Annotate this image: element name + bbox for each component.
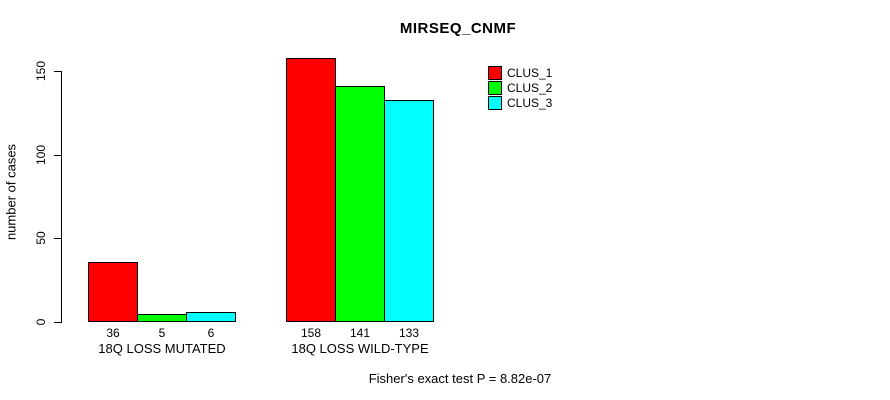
annotation-text: Fisher's exact test P = 8.82e-07 [368, 371, 552, 386]
y-tick-label: 50 [34, 231, 48, 246]
y-tick-mark [54, 322, 61, 323]
bar-clus_3-group2 [384, 100, 434, 322]
bar-value-label: 5 [158, 326, 166, 340]
legend-label-clus_1: CLUS_1 [507, 66, 553, 80]
y-tick-label: 150 [34, 61, 48, 82]
y-tick-label: 0 [34, 318, 48, 326]
bar-value-label: 36 [106, 326, 120, 340]
y-tick-label: 100 [34, 144, 48, 165]
bar-value-label: 158 [300, 326, 322, 340]
y-axis-line [61, 71, 62, 323]
category-label-2: 18Q LOSS WILD-TYPE [291, 341, 429, 356]
bar-value-label: 141 [349, 326, 371, 340]
category-label-1: 18Q LOSS MUTATED [98, 341, 226, 356]
legend-swatch-clus_1 [488, 66, 502, 80]
bar-value-label: 6 [207, 326, 215, 340]
y-tick-mark [54, 71, 61, 73]
bar-value-label: 133 [398, 326, 420, 340]
legend-label-clus_2: CLUS_2 [507, 81, 553, 95]
y-tick-mark [54, 154, 61, 156]
bar-clus_3-group1 [186, 312, 236, 322]
bar-clus_1-group1 [88, 262, 138, 322]
legend-swatch-clus_3 [488, 96, 502, 110]
bar-clus_1-group2 [286, 58, 336, 322]
y-axis-label: number of cases [3, 143, 19, 241]
bar-clus_2-group2 [335, 86, 385, 322]
legend-swatch-clus_2 [488, 81, 502, 95]
y-tick-mark [54, 238, 61, 240]
legend-label-clus_3: CLUS_3 [507, 96, 553, 110]
bar-clus_2-group1 [137, 314, 187, 322]
chart-title: MIRSEQ_CNMF [399, 20, 517, 37]
